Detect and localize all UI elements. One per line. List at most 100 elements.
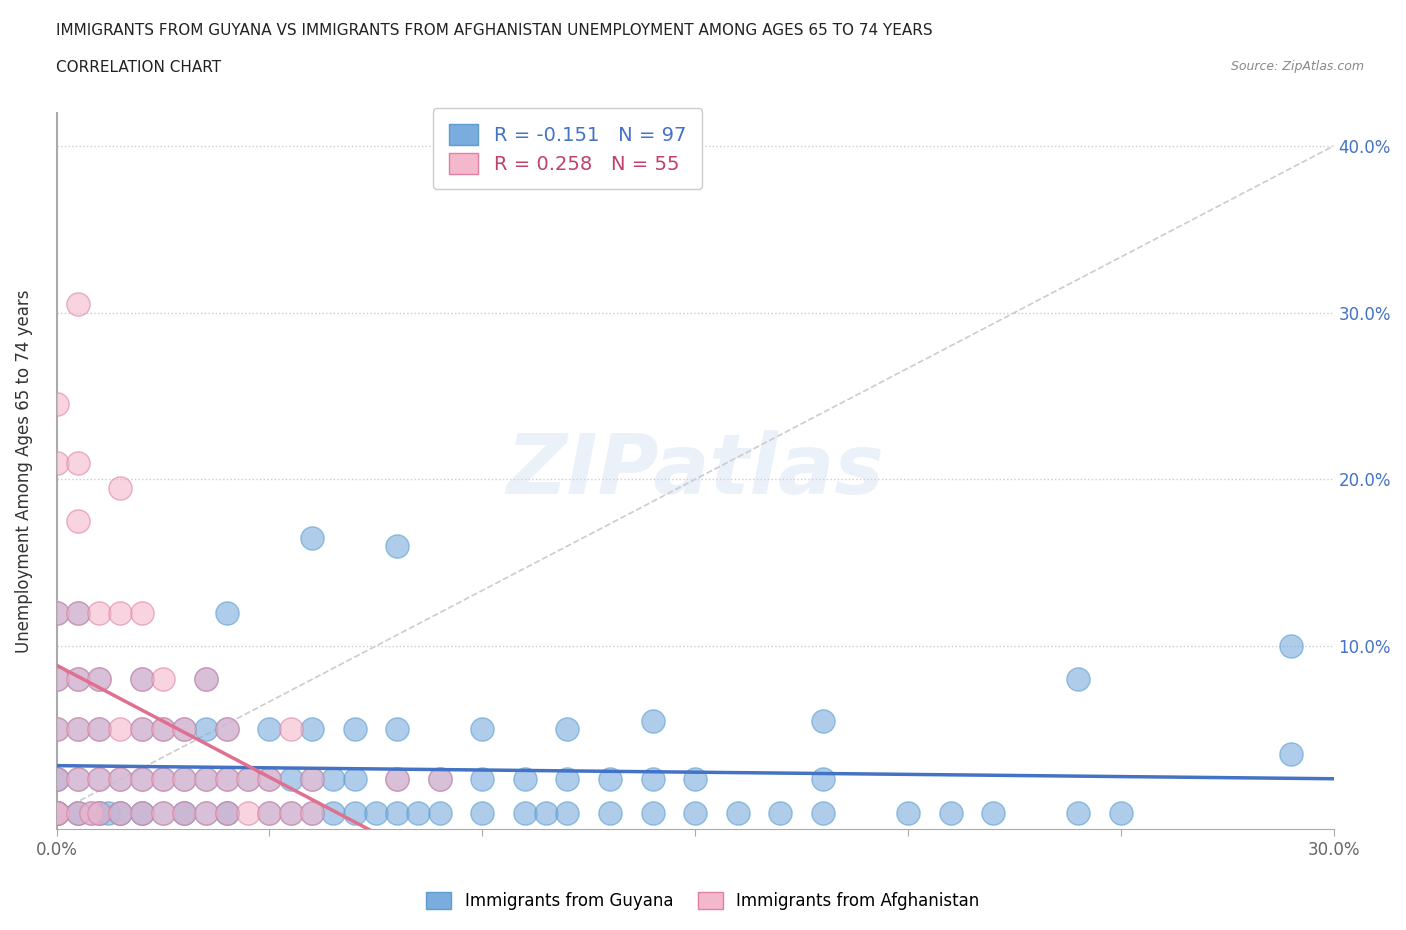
Point — [45, 772, 67, 787]
Point — [66, 772, 89, 787]
Point — [364, 805, 387, 820]
Point — [939, 805, 962, 820]
Point — [343, 722, 366, 737]
Point — [429, 772, 451, 787]
Point — [343, 772, 366, 787]
Point — [152, 672, 174, 687]
Point — [152, 772, 174, 787]
Point — [131, 722, 153, 737]
Point — [322, 805, 344, 820]
Point — [238, 772, 260, 787]
Point — [131, 672, 153, 687]
Point — [45, 672, 67, 687]
Point — [173, 805, 195, 820]
Point — [557, 805, 579, 820]
Point — [173, 772, 195, 787]
Point — [215, 772, 238, 787]
Point — [110, 772, 132, 787]
Point — [89, 805, 111, 820]
Point — [215, 805, 238, 820]
Point — [131, 805, 153, 820]
Point — [1279, 747, 1302, 762]
Point — [173, 722, 195, 737]
Point — [194, 722, 217, 737]
Point — [66, 605, 89, 620]
Point — [641, 713, 664, 728]
Point — [66, 805, 89, 820]
Point — [45, 772, 67, 787]
Point — [173, 722, 195, 737]
Point — [45, 805, 67, 820]
Point — [97, 805, 120, 820]
Point — [259, 722, 281, 737]
Point — [131, 672, 153, 687]
Y-axis label: Unemployment Among Ages 65 to 74 years: Unemployment Among Ages 65 to 74 years — [15, 289, 32, 653]
Point — [66, 455, 89, 470]
Point — [599, 772, 621, 787]
Point — [259, 772, 281, 787]
Point — [194, 672, 217, 687]
Point — [45, 455, 67, 470]
Point — [131, 722, 153, 737]
Point — [557, 772, 579, 787]
Point — [66, 772, 89, 787]
Point — [301, 530, 323, 545]
Point — [66, 513, 89, 528]
Point — [471, 772, 494, 787]
Point — [513, 805, 536, 820]
Text: Source: ZipAtlas.com: Source: ZipAtlas.com — [1230, 60, 1364, 73]
Point — [131, 805, 153, 820]
Point — [215, 722, 238, 737]
Point — [811, 805, 834, 820]
Point — [131, 805, 153, 820]
Point — [1067, 672, 1090, 687]
Point — [110, 480, 132, 495]
Point — [280, 805, 302, 820]
Point — [385, 772, 408, 787]
Point — [259, 805, 281, 820]
Point — [683, 805, 706, 820]
Point — [66, 605, 89, 620]
Point — [79, 805, 101, 820]
Point — [152, 805, 174, 820]
Point — [811, 772, 834, 787]
Point — [280, 722, 302, 737]
Point — [66, 805, 89, 820]
Point — [215, 805, 238, 820]
Point — [215, 805, 238, 820]
Point — [215, 605, 238, 620]
Point — [45, 805, 67, 820]
Point — [534, 805, 557, 820]
Point — [66, 297, 89, 312]
Point — [152, 722, 174, 737]
Point — [301, 722, 323, 737]
Point — [173, 772, 195, 787]
Point — [194, 805, 217, 820]
Legend: Immigrants from Guyana, Immigrants from Afghanistan: Immigrants from Guyana, Immigrants from … — [419, 885, 987, 917]
Point — [280, 772, 302, 787]
Point — [173, 805, 195, 820]
Point — [301, 805, 323, 820]
Point — [45, 772, 67, 787]
Point — [45, 805, 67, 820]
Point — [110, 605, 132, 620]
Point — [727, 805, 749, 820]
Point — [385, 805, 408, 820]
Point — [110, 722, 132, 737]
Point — [89, 672, 111, 687]
Point — [641, 772, 664, 787]
Point — [769, 805, 792, 820]
Point — [110, 805, 132, 820]
Point — [152, 805, 174, 820]
Point — [280, 805, 302, 820]
Point — [89, 722, 111, 737]
Point — [194, 805, 217, 820]
Point — [152, 772, 174, 787]
Point — [45, 397, 67, 412]
Point — [513, 772, 536, 787]
Point — [45, 805, 67, 820]
Point — [89, 772, 111, 787]
Point — [429, 772, 451, 787]
Point — [152, 722, 174, 737]
Point — [45, 805, 67, 820]
